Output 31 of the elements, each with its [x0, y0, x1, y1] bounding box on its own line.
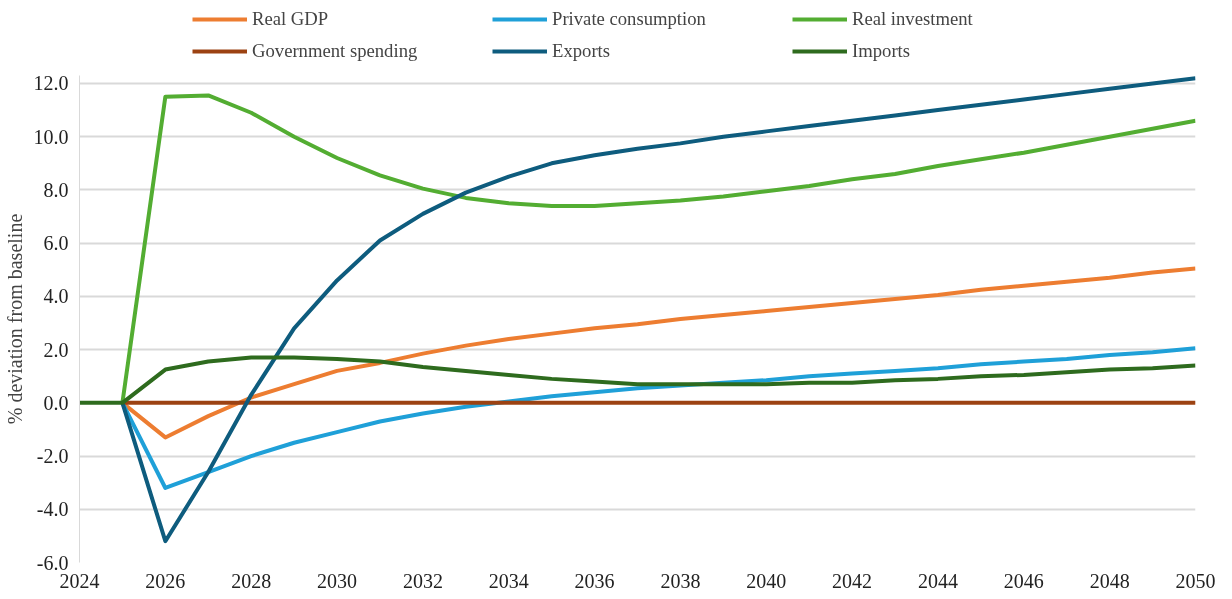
y-tick-label: 4.0 — [43, 285, 69, 308]
y-tick-label: 2.0 — [43, 338, 69, 361]
x-tick-label: 2034 — [488, 569, 529, 592]
legend-label: Exports — [552, 40, 612, 62]
x-tick-label: 2050 — [1175, 569, 1216, 592]
x-tick-label: 2032 — [402, 569, 443, 592]
x-tick-label: 2048 — [1089, 569, 1130, 592]
x-tick-label: 2042 — [832, 569, 873, 592]
x-tick-label: 2040 — [746, 569, 787, 592]
x-tick-label: 2046 — [1003, 569, 1044, 592]
legend-label: Private consumption — [552, 8, 707, 30]
x-tick-label: 2030 — [317, 569, 358, 592]
y-tick-label: 6.0 — [43, 232, 69, 255]
y-tick-label: 10.0 — [33, 125, 69, 148]
y-tick-label: 0.0 — [43, 391, 69, 414]
y-tick-label: -2.0 — [36, 445, 69, 468]
legend-label: Real investment — [852, 8, 974, 30]
x-tick-label: 2044 — [917, 569, 958, 592]
x-tick-label: 2026 — [145, 569, 186, 592]
x-tick-label: 2036 — [574, 569, 615, 592]
y-tick-label: -4.0 — [36, 498, 69, 521]
y-tick-label: 8.0 — [43, 178, 69, 201]
x-tick-label: 2038 — [660, 569, 701, 592]
legend-label: Government spending — [252, 40, 419, 62]
x-tick-label: 2028 — [231, 569, 272, 592]
legend-label: Real GDP — [252, 8, 330, 30]
line-series — [120, 76, 1196, 544]
line-series — [79, 355, 1196, 405]
y-axis-title: % deviation from baseline — [3, 213, 26, 425]
legend-label: Imports — [852, 40, 912, 62]
y-tick-label: 12.0 — [33, 72, 69, 95]
